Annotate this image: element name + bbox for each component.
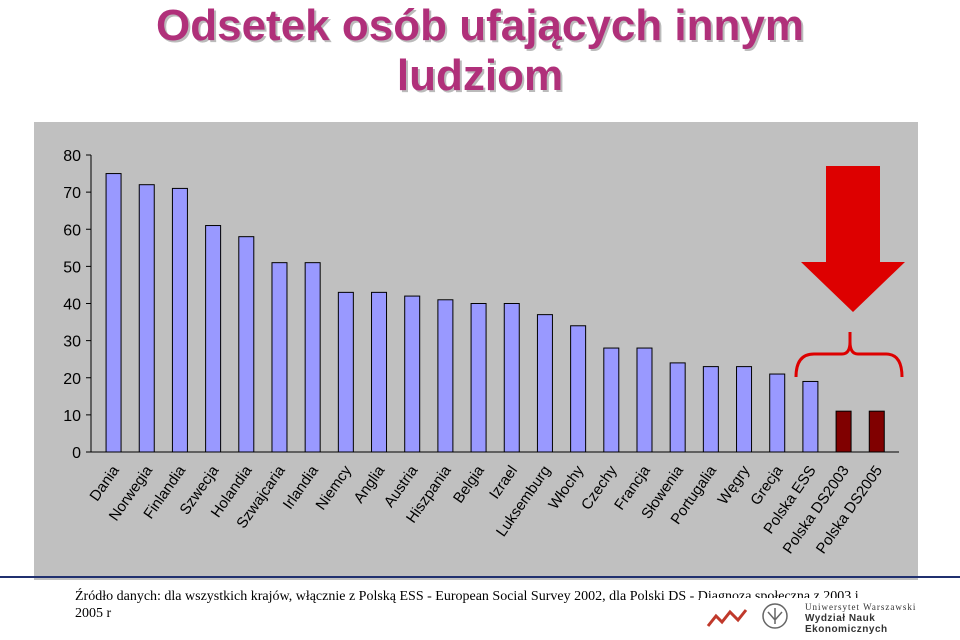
chart-area: 0 10 20 30 40 50 60 70 80 Dania Norwegia Finlandia S…: [34, 122, 918, 580]
university-logo: Uniwersytet Warszawski Wydział Nauk Ekon…: [700, 598, 960, 635]
logo-university-name: Uniwersytet Warszawski: [805, 602, 917, 612]
bar: [769, 373, 786, 453]
bar: [570, 325, 587, 453]
y-tick-label: 40: [63, 297, 81, 314]
y-tick-label: 50: [63, 259, 81, 276]
bar: [238, 236, 255, 453]
bar: [503, 303, 520, 453]
y-tick-label: 10: [63, 408, 81, 425]
y-tick-label: 60: [63, 222, 81, 239]
bar-chart: 01020304050607080DaniaNorwegiaFinlandiaS…: [63, 148, 905, 557]
bar: [304, 262, 321, 453]
bar: [736, 366, 753, 453]
logo-faculty-name: Wydział Nauk Ekonomicznych: [805, 613, 888, 635]
footer-divider: [0, 576, 960, 578]
bar: [636, 347, 653, 453]
bar: [371, 291, 388, 453]
bar: [802, 380, 819, 453]
bar: [271, 262, 288, 453]
bar: [337, 291, 354, 453]
x-tick-label: Belgia: [450, 462, 488, 506]
bar: [205, 225, 222, 453]
y-tick-label: 30: [63, 334, 81, 351]
bar: [171, 187, 188, 453]
y-tick-label: 80: [63, 148, 81, 165]
bar: [437, 299, 454, 453]
bar: [702, 366, 719, 453]
page-title-line2: ludziom: [396, 51, 564, 100]
x-tick-label: Niemcy: [313, 462, 356, 513]
down-arrow-icon: [801, 166, 905, 312]
bar: [404, 295, 421, 453]
bar: [603, 347, 620, 453]
page-title-line1: Odsetek osób ufających innym: [156, 1, 804, 50]
source-note: Źródło danych: dla wszystkich krajów, wł…: [75, 589, 859, 621]
bar: [105, 173, 122, 453]
bar: [669, 362, 686, 453]
bar: [835, 410, 852, 453]
curly-brace-icon: [794, 332, 904, 378]
y-tick-label: 0: [72, 445, 81, 462]
y-tick-label: 70: [63, 185, 81, 202]
bar: [868, 410, 885, 453]
bar: [138, 184, 155, 453]
x-tick-label: Węgry: [715, 462, 754, 508]
logo-emblem-icon: [706, 603, 788, 629]
y-tick-label: 20: [63, 371, 81, 388]
bar: [470, 303, 487, 453]
bar: [536, 314, 553, 453]
